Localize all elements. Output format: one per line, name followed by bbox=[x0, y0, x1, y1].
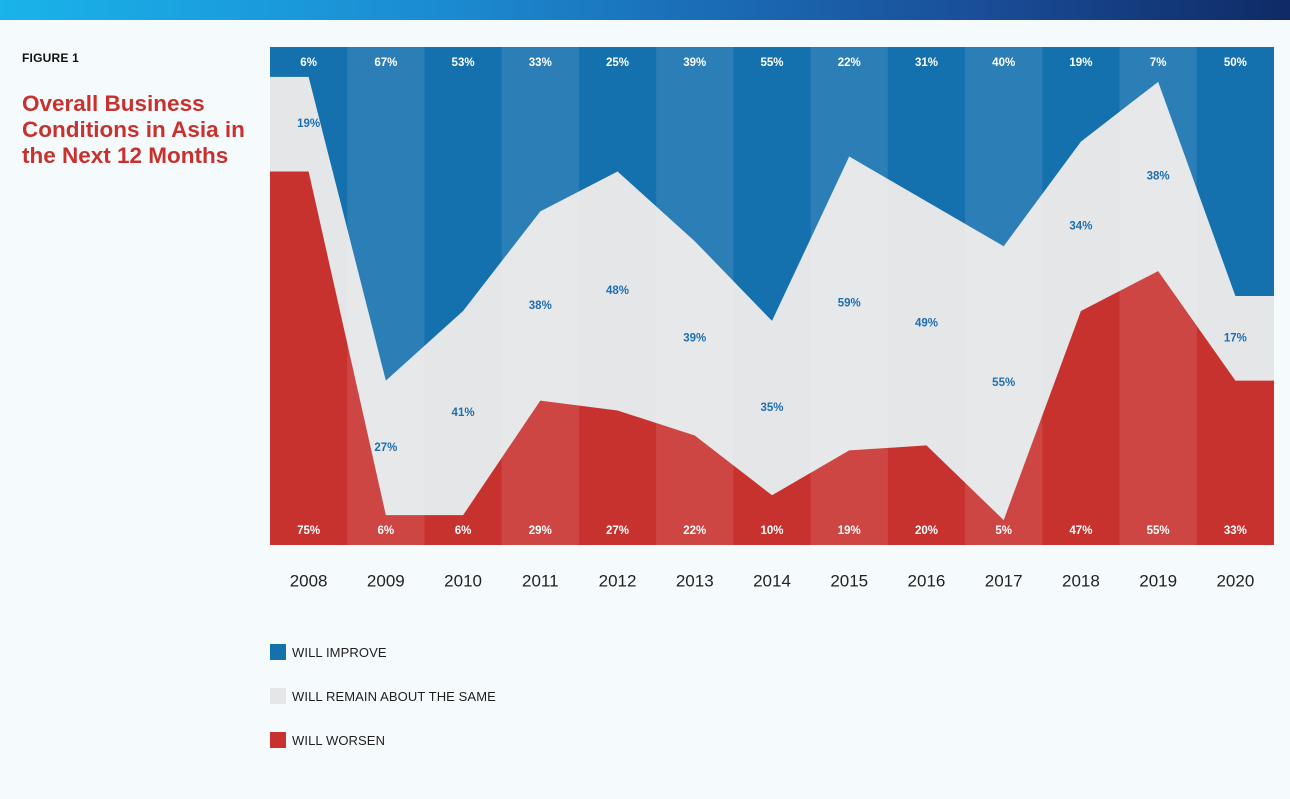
data-label-worsen-2016: 20% bbox=[915, 525, 938, 537]
figure-title: Overall Business Conditions in Asia in t… bbox=[22, 91, 245, 168]
x-tick-label-2008: 2008 bbox=[290, 571, 328, 590]
data-label-same-2020: 17% bbox=[1224, 332, 1247, 344]
x-tick-label-2014: 2014 bbox=[753, 571, 791, 590]
series-area-worsen bbox=[270, 171, 1274, 545]
data-label-improve-2014: 55% bbox=[760, 57, 783, 69]
data-label-improve-2013: 39% bbox=[683, 57, 706, 69]
x-tick-label-2013: 2013 bbox=[676, 571, 714, 590]
data-label-same-2017: 55% bbox=[992, 377, 1015, 389]
legend-item-same: WILL REMAIN ABOUT THE SAME bbox=[270, 688, 496, 704]
data-label-same-2019: 38% bbox=[1147, 171, 1170, 183]
data-label-improve-2011: 33% bbox=[529, 57, 552, 69]
x-tick-label-2020: 2020 bbox=[1216, 571, 1254, 590]
data-label-worsen-2019: 55% bbox=[1147, 525, 1170, 537]
data-label-same-2012: 48% bbox=[606, 285, 629, 297]
figure-label: FIGURE 1 bbox=[22, 51, 79, 65]
data-label-improve-2018: 19% bbox=[1069, 57, 1092, 69]
legend-label-same: WILL REMAIN ABOUT THE SAME bbox=[292, 688, 496, 704]
column-shade-2009 bbox=[347, 47, 425, 545]
column-shade-2017 bbox=[965, 47, 1043, 545]
data-label-worsen-2009: 6% bbox=[378, 525, 395, 537]
legend-swatch-worsen bbox=[270, 732, 286, 748]
data-label-improve-2019: 7% bbox=[1150, 57, 1167, 69]
legend-swatch-same bbox=[270, 688, 286, 704]
data-label-worsen-2015: 19% bbox=[838, 525, 861, 537]
column-shade-2013 bbox=[656, 47, 734, 545]
data-label-worsen-2017: 5% bbox=[995, 525, 1012, 537]
data-label-same-2014: 35% bbox=[760, 402, 783, 414]
data-label-improve-2009: 67% bbox=[374, 57, 397, 69]
data-label-worsen-2012: 27% bbox=[606, 525, 629, 537]
header-gradient-bar bbox=[0, 0, 1290, 20]
data-label-worsen-2018: 47% bbox=[1069, 525, 1092, 537]
data-label-improve-2008: 6% bbox=[300, 57, 317, 69]
x-tick-label-2019: 2019 bbox=[1139, 571, 1177, 590]
data-label-same-2015: 59% bbox=[838, 298, 861, 310]
x-tick-label-2012: 2012 bbox=[599, 571, 637, 590]
x-tick-label-2011: 2011 bbox=[522, 571, 559, 590]
column-shade-2011 bbox=[501, 47, 579, 545]
x-tick-label-2017: 2017 bbox=[985, 571, 1023, 590]
legend-label-improve: WILL IMPROVE bbox=[292, 644, 387, 660]
data-label-same-2016: 49% bbox=[915, 317, 938, 329]
data-label-worsen-2010: 6% bbox=[455, 525, 472, 537]
legend-swatch-improve bbox=[270, 644, 286, 660]
data-label-improve-2012: 25% bbox=[606, 57, 629, 69]
x-tick-label-2015: 2015 bbox=[830, 571, 868, 590]
x-tick-label-2009: 2009 bbox=[367, 571, 405, 590]
x-tick-label-2016: 2016 bbox=[908, 571, 946, 590]
data-label-same-2018: 34% bbox=[1069, 220, 1092, 232]
column-shade-2019 bbox=[1119, 47, 1197, 545]
column-shade-2015 bbox=[810, 47, 888, 545]
x-tick-label-2018: 2018 bbox=[1062, 571, 1100, 590]
data-label-same-2009: 27% bbox=[374, 442, 397, 454]
data-label-same-2013: 39% bbox=[683, 332, 706, 344]
data-label-improve-2017: 40% bbox=[992, 57, 1015, 69]
legend-label-worsen: WILL WORSEN bbox=[292, 732, 386, 748]
legend-item-worsen: WILL WORSEN bbox=[270, 732, 385, 748]
legend-item-improve: WILL IMPROVE bbox=[270, 644, 387, 660]
data-label-improve-2010: 53% bbox=[452, 57, 475, 69]
data-label-improve-2015: 22% bbox=[838, 57, 861, 69]
data-label-same-2008: 19% bbox=[297, 118, 320, 130]
data-label-worsen-2011: 29% bbox=[529, 525, 552, 537]
data-label-improve-2020: 50% bbox=[1224, 57, 1247, 69]
x-tick-label-2010: 2010 bbox=[444, 571, 482, 590]
data-label-worsen-2020: 33% bbox=[1224, 525, 1247, 537]
data-label-improve-2016: 31% bbox=[915, 57, 938, 69]
data-label-worsen-2014: 10% bbox=[760, 525, 783, 537]
data-label-worsen-2008: 75% bbox=[297, 525, 320, 537]
data-label-worsen-2013: 22% bbox=[683, 525, 706, 537]
data-label-same-2010: 41% bbox=[452, 407, 475, 419]
series-area-improve bbox=[270, 47, 1274, 381]
data-label-same-2011: 38% bbox=[529, 300, 552, 312]
